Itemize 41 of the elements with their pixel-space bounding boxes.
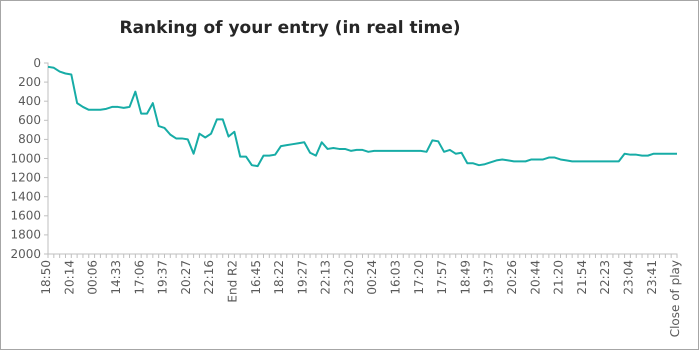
- y-tick-label: 1600: [10, 208, 41, 223]
- x-tick-label: 23:04: [621, 260, 636, 295]
- y-tick-label: 400: [18, 94, 41, 108]
- x-tick-label: 14:33: [108, 260, 123, 295]
- x-tick-label: 16:45: [248, 260, 263, 295]
- line-series: [47, 66, 678, 168]
- x-tick-label: 00:24: [365, 260, 380, 295]
- y-tick-label: 0: [33, 56, 41, 70]
- x-tick-label: 22:16: [202, 260, 216, 295]
- x-tick-label: 19:37: [156, 260, 170, 295]
- x-tick-label: End R2: [225, 260, 240, 303]
- x-tick-label: 17:06: [132, 260, 146, 295]
- y-tick-label: 2000: [10, 246, 41, 261]
- x-tick-label: 22:13: [318, 260, 333, 295]
- x-tick-label: 18:49: [458, 260, 472, 295]
- x-tick-label: 17:20: [412, 260, 426, 295]
- y-tick-label: 600: [18, 113, 41, 128]
- y-tick-label: 1200: [10, 170, 41, 184]
- x-tick-label: 18:22: [272, 260, 286, 295]
- x-tick-label: 19:37: [482, 260, 496, 295]
- x-tick-label: 20:27: [178, 260, 193, 295]
- y-tick-label: 1400: [10, 190, 41, 204]
- x-tick-label: 20:26: [505, 260, 520, 295]
- x-tick-label: 00:06: [86, 260, 100, 295]
- x-tick-label: 23:20: [342, 260, 356, 295]
- x-tick-label: Close of play: [668, 260, 682, 338]
- y-tick-label: 200: [18, 74, 41, 89]
- x-tick-label: 20:14: [62, 260, 76, 295]
- x-tick-label: 23:41: [644, 260, 659, 295]
- x-tick-label: 17:57: [435, 260, 450, 295]
- x-tick-label: 16:03: [388, 260, 403, 295]
- y-tick-label: 800: [18, 132, 41, 146]
- chart-title: Ranking of your entry (in real time): [119, 18, 461, 38]
- x-tick-label: 21:20: [552, 260, 566, 295]
- x-tick-label: 21:54: [574, 260, 589, 295]
- x-tick-label: 18:50: [39, 260, 54, 295]
- x-tick-label: 19:27: [295, 260, 310, 295]
- y-tick-label: 1000: [10, 151, 41, 166]
- x-tick-label: 22:23: [598, 260, 612, 295]
- x-tick-label: 20:44: [528, 260, 542, 295]
- y-tick-label: 1800: [10, 228, 41, 242]
